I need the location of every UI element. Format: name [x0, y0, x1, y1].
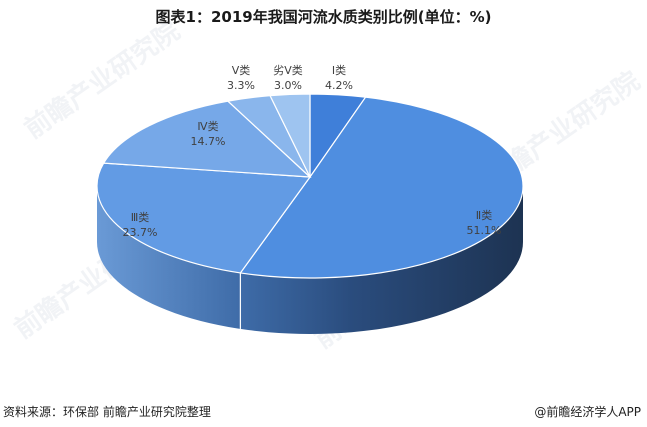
label-category: Ⅱ类 — [475, 209, 493, 222]
credit-note: @前瞻经济学人APP — [534, 405, 641, 419]
data-label-3: Ⅲ类 23.7% — [123, 210, 158, 240]
label-value: 3.3% — [227, 79, 255, 92]
pie-slice-4 — [102, 100, 312, 178]
label-value: 51.1% — [466, 224, 502, 237]
data-label-5: Ⅴ类 3.3% — [227, 63, 255, 93]
label-value: 14.7% — [190, 135, 226, 148]
data-label-6: 劣Ⅴ类 3.0% — [273, 63, 303, 93]
label-value: 23.7% — [122, 226, 158, 239]
label-value: 4.2% — [325, 79, 353, 92]
data-label-2: Ⅱ类 51.1% — [467, 208, 502, 238]
pie-slice-2 — [239, 96, 524, 279]
pie-slice-6 — [269, 93, 311, 178]
source-note: 资料来源：环保部 前瞻产业研究院整理 — [3, 405, 211, 419]
pie-side-walls — [97, 186, 523, 334]
chart-title: 图表1：2019年我国河流水质类别比例(单位：%) — [155, 8, 492, 26]
data-label-4: Ⅳ类 14.7% — [191, 119, 226, 149]
label-category: Ⅲ类 — [130, 211, 150, 224]
pie-side-wall — [97, 186, 523, 334]
pie-slice-3 — [96, 162, 312, 274]
label-category: Ⅳ类 — [197, 120, 219, 133]
label-category: 劣Ⅴ类 — [273, 64, 303, 77]
pie-slices — [96, 93, 524, 279]
label-category: Ⅰ类 — [331, 64, 347, 77]
label-value: 3.0% — [274, 79, 302, 92]
data-label-1: Ⅰ类 4.2% — [325, 63, 353, 93]
label-category: Ⅴ类 — [231, 64, 251, 77]
